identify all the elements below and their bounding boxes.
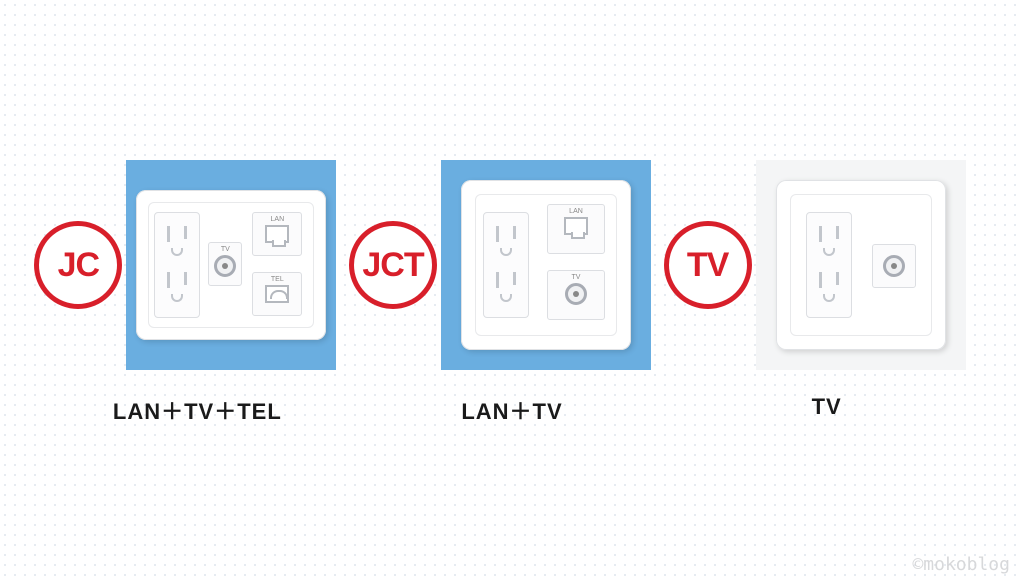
outlet-icon	[489, 268, 523, 308]
caption-jc: LAN＋TV＋TEL	[58, 394, 336, 426]
outlet-row: JC TV LAN TEL LAN＋TV＋TEL JCT	[0, 160, 1024, 426]
plate-jc: TV LAN TEL	[136, 190, 326, 340]
tile-jct: LAN TV	[441, 160, 651, 370]
tv-port: TV	[547, 270, 605, 320]
tile-jc: TV LAN TEL	[126, 160, 336, 370]
tile-tv	[756, 160, 966, 370]
watermark: ©mokoblog	[912, 554, 1010, 575]
caption-jct: LAN＋TV	[373, 394, 651, 426]
outlet-icon	[812, 268, 846, 308]
item-jc: JC TV LAN TEL LAN＋TV＋TEL	[58, 160, 336, 426]
coax-icon	[565, 283, 587, 305]
badge-jct: JCT	[349, 221, 437, 309]
lan-port: LAN	[252, 212, 302, 256]
tel-port: TEL	[252, 272, 302, 316]
caption-tv: TV	[688, 394, 966, 420]
plate-tv	[776, 180, 946, 350]
coax-icon	[883, 255, 905, 277]
lan-port: LAN	[547, 204, 605, 254]
tv-port	[872, 244, 916, 288]
badge-jc: JC	[34, 221, 122, 309]
power-outlets-jc	[154, 212, 200, 318]
outlet-icon	[160, 268, 194, 308]
outlet-icon	[812, 222, 846, 262]
rj45-icon	[564, 217, 588, 235]
rj45-icon	[265, 225, 289, 243]
tv-port: TV	[208, 242, 242, 286]
power-outlets-tv	[806, 212, 852, 318]
item-jct: JCT LAN TV LAN＋TV	[373, 160, 651, 426]
tel-icon	[265, 285, 289, 303]
power-outlets-jct	[483, 212, 529, 318]
plate-jct: LAN TV	[461, 180, 631, 350]
outlet-icon	[160, 222, 194, 262]
outlet-icon	[489, 222, 523, 262]
badge-tv: TV	[664, 221, 752, 309]
coax-icon	[214, 255, 236, 277]
item-tv: TV TV	[688, 160, 966, 420]
